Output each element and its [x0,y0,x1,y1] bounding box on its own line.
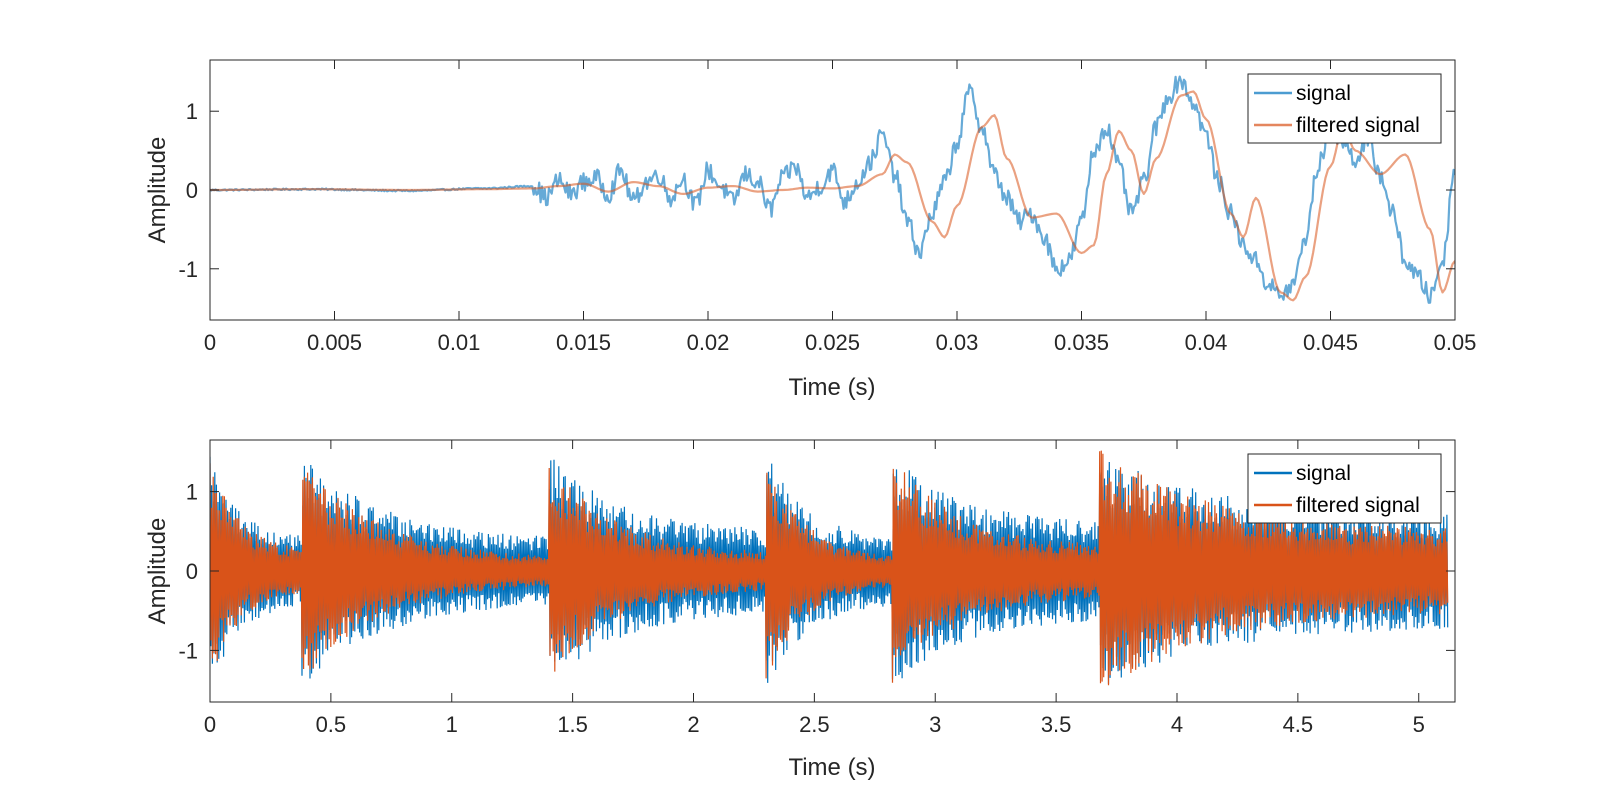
series-line-filtered-signal [210,90,1455,302]
top-legend-filtered-label: filtered signal [1296,114,1420,137]
bottom-y-axis-label: Amplitude [144,518,171,625]
x-tick-label: 0.5 [316,712,347,737]
bottom-legend-signal-label: signal [1296,462,1351,485]
x-tick-label: 0.025 [805,330,860,355]
series-line-filtered-signal [210,450,1449,686]
x-tick-label: 2 [687,712,699,737]
x-tick-label: 3 [929,712,941,737]
bottom-x-ticks: 0 0.5 1 1.5 2 2.5 3 3.5 4 4.5 5 [204,440,1425,737]
x-tick-label: 0.005 [307,330,362,355]
x-tick-label: 1.5 [557,712,588,737]
x-tick-label: 0.02 [687,330,730,355]
top-legend-box [1247,73,1442,144]
x-tick-label: 0.04 [1185,330,1228,355]
top-x-axis-label: Time (s) [788,374,875,401]
x-tick-label: 0.01 [438,330,481,355]
x-tick-label: 0.05 [1434,330,1477,355]
top-legend-signal-label: signal [1296,82,1351,105]
x-tick-label: 0 [204,330,216,355]
top-y-ticks: -1 0 1 [178,99,1455,282]
x-tick-label: 0 [204,712,216,737]
top-x-ticks: 0 0.005 0.01 0.015 0.02 0.025 0.03 0.035 0.04 0.0… [204,60,1477,355]
x-tick-label: 0.035 [1054,330,1109,355]
top-legend: signal filtered signal [1247,73,1442,144]
top-y-axis-label: Amplitude [144,137,171,244]
x-tick-label: 5 [1413,712,1425,737]
bottom-legend-filtered-label: filtered signal [1296,494,1420,517]
top-plot-lines [210,75,1455,304]
x-tick-label: 4 [1171,712,1183,737]
bottom-y-ticks: -1 0 1 [178,480,1455,663]
bottom-legend: signal filtered signal [1247,453,1442,524]
x-tick-label: 0.045 [1303,330,1358,355]
x-tick-label: 2.5 [799,712,830,737]
bottom-plot-lines [210,450,1449,686]
bottom-x-axis-label: Time (s) [788,754,875,781]
y-tick-label: 1 [186,480,198,505]
bottom-legend-box [1247,453,1442,524]
y-tick-label: 1 [186,99,198,124]
x-tick-label: 0.03 [936,330,979,355]
x-tick-label: 1 [446,712,458,737]
bottom-subplot: 0 0.5 1 1.5 2 2.5 3 3.5 4 4.5 5 -1 0 1 Time (s) Ampl… [144,439,1456,781]
y-tick-label: 0 [186,559,198,584]
y-tick-label: -1 [178,257,198,282]
top-subplot: 0 0.005 0.01 0.015 0.02 0.025 0.03 0.035 0.04 0.0… [144,59,1477,401]
x-tick-label: 3.5 [1041,712,1072,737]
x-tick-label: 0.015 [556,330,611,355]
y-tick-label: -1 [178,638,198,663]
x-tick-label: 4.5 [1283,712,1314,737]
y-tick-label: 0 [186,178,198,203]
